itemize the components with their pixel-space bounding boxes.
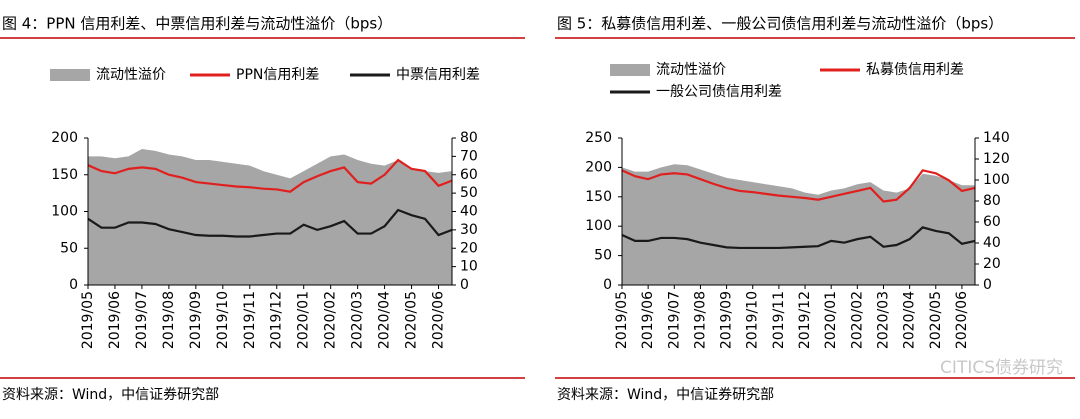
y2-tick-label: 30 (460, 222, 478, 238)
y2-tick-label: 120 (983, 151, 1010, 167)
x-tick-label: 2019/10 (215, 291, 231, 349)
legend-swatch (610, 64, 650, 76)
y2-tick-label: 80 (983, 193, 1001, 209)
x-tick-label: 2019/12 (797, 291, 813, 349)
y2-tick-label: 0 (460, 277, 469, 293)
x-tick-label: 2019/11 (771, 291, 787, 349)
y2-tick-label: 100 (983, 172, 1010, 188)
area (88, 149, 452, 285)
y-tick-label: 0 (69, 277, 78, 293)
x-tick-label: 2020/04 (902, 291, 918, 349)
line (87, 158, 453, 193)
y-tick-label: 150 (585, 189, 612, 205)
y2-tick-label: 50 (460, 185, 478, 201)
line (87, 208, 453, 238)
x-tick-label: 2019/06 (640, 291, 656, 349)
x-tick-label: 2020/05 (928, 291, 944, 349)
y-tick-label: 0 (603, 277, 612, 293)
x-tick-label: 2020/06 (431, 291, 447, 349)
x-tick-label: 2019/07 (666, 291, 682, 349)
x-tick-label: 2019/09 (719, 291, 735, 349)
y2-tick-label: 20 (460, 240, 478, 256)
y2-tick-label: 0 (983, 277, 992, 293)
y2-tick-label: 60 (460, 167, 478, 183)
x-tick-label: 2019/08 (692, 291, 708, 349)
x-tick-label: 2020/02 (323, 291, 339, 349)
legend-label: 中票信用利差 (396, 67, 480, 83)
y2-tick-label: 40 (983, 235, 1001, 251)
x-tick-label: 2020/06 (954, 291, 970, 349)
x-tick-label: 2019/05 (80, 291, 96, 349)
legend-label: 流动性溢价 (656, 62, 726, 78)
y-tick-label: 100 (585, 218, 612, 234)
y-tick-label: 100 (51, 204, 78, 220)
x-tick-label: 2019/09 (188, 291, 204, 349)
y-tick-label: 50 (594, 248, 612, 264)
x-tick-label: 2020/03 (350, 291, 366, 349)
x-tick-label: 2020/01 (296, 291, 312, 349)
chart-title: 图 4：PPN 信用利差、中票信用利差与流动性溢价（bps） (2, 15, 392, 33)
legend-label: 一般公司债信用利差 (656, 84, 782, 100)
y2-tick-label: 10 (460, 259, 478, 275)
x-tick-label: 2019/11 (242, 291, 258, 349)
x-tick-label: 2020/04 (377, 291, 393, 349)
y2-tick-label: 40 (460, 204, 478, 220)
y-tick-label: 200 (51, 130, 78, 146)
x-tick-label: 2019/10 (745, 291, 761, 349)
x-tick-label: 2019/06 (107, 291, 123, 349)
legend-label: 私募债信用利差 (866, 62, 964, 78)
y-tick-label: 250 (585, 130, 612, 146)
y2-tick-label: 20 (983, 256, 1001, 272)
legend-swatch (50, 69, 90, 81)
source: 资料来源：Wind，中信证券研究部 (2, 387, 219, 403)
legend-label: PPN信用利差 (236, 67, 319, 83)
x-tick-label: 2020/02 (849, 291, 865, 349)
x-tick-label: 2020/03 (875, 291, 891, 349)
y2-tick-label: 70 (460, 148, 478, 164)
source: 资料来源：Wind，中信证券研究部 (557, 387, 774, 403)
x-tick-label: 2020/01 (823, 291, 839, 349)
watermark: CITICS债券研究 (940, 358, 1063, 378)
x-tick-label: 2019/05 (614, 291, 630, 349)
y2-tick-label: 80 (460, 130, 478, 146)
line (621, 169, 976, 203)
x-tick-label: 2019/12 (269, 291, 285, 349)
line (621, 226, 976, 250)
legend-label: 流动性溢价 (96, 67, 166, 83)
y-tick-label: 150 (51, 167, 78, 183)
y2-tick-label: 140 (983, 130, 1010, 146)
area (622, 164, 975, 285)
x-tick-label: 2019/07 (134, 291, 150, 349)
chart-title: 图 5：私募债信用利差、一般公司债信用利差与流动性溢价（bps） (557, 15, 1003, 33)
y2-tick-label: 60 (983, 214, 1001, 230)
x-tick-label: 2019/08 (161, 291, 177, 349)
x-tick-label: 2020/05 (404, 291, 420, 349)
y-tick-label: 50 (60, 240, 78, 256)
y-tick-label: 200 (585, 159, 612, 175)
